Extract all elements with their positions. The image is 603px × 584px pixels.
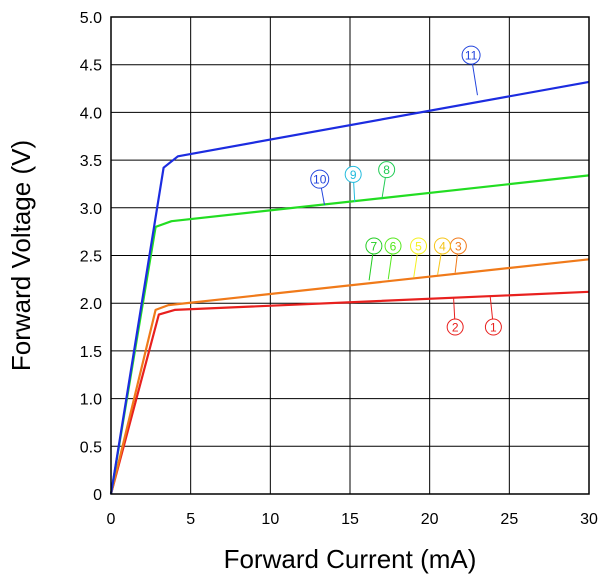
- y-tick-label: 2.5: [80, 249, 102, 266]
- annotation-label: 11: [465, 49, 478, 63]
- annotation-marker: [461, 45, 481, 65]
- y-tick-label: 2.0: [80, 296, 102, 313]
- annotation-marker: [410, 237, 428, 255]
- annotation-label: 2: [452, 321, 459, 335]
- x-tick-labels: 0 5 10 15 20 25 30: [107, 511, 598, 528]
- y-axis-title: Forward Voltage (V): [6, 140, 36, 371]
- annotation-leader: [453, 297, 456, 320]
- chart-grid: [110, 16, 590, 495]
- annotation-leader: [353, 182, 356, 203]
- annotation-leader: [381, 177, 386, 200]
- y-tick-label: 0: [93, 487, 102, 504]
- annotation-label: 4: [439, 239, 446, 253]
- x-tick-label: 20: [421, 511, 439, 528]
- annotation-label: 9: [350, 168, 357, 182]
- annotation-leader: [437, 253, 442, 275]
- series-lines: [109, 80, 590, 495]
- annotation-leader: [368, 253, 374, 281]
- annotation-leader: [472, 63, 478, 96]
- annotation-leader: [489, 296, 494, 320]
- annotation-label: 5: [415, 239, 422, 253]
- annotation-leader: [387, 253, 393, 280]
- x-tick-label: 10: [261, 511, 279, 528]
- annotation-label: 6: [390, 239, 397, 253]
- y-tick-label: 4.5: [80, 58, 102, 75]
- x-tick-label: 30: [580, 511, 598, 528]
- y-tick-label: 5.0: [80, 10, 102, 27]
- annotation-label: 1: [490, 321, 497, 335]
- annotation-marker: [344, 165, 362, 183]
- y-tick-label: 3.0: [80, 201, 102, 218]
- annotation-label: 3: [455, 239, 462, 253]
- annotation-marker: [365, 237, 383, 255]
- x-axis-title: Forward Current (mA): [224, 544, 477, 574]
- annotation-leader: [320, 187, 325, 206]
- annotation-marker: [484, 318, 502, 336]
- y-tick-label: 1.0: [80, 392, 102, 409]
- x-tick-label: 5: [186, 511, 195, 528]
- y-tick-label: 1.5: [80, 344, 102, 361]
- x-tick-label: 0: [107, 511, 116, 528]
- y-tick-label: 4.0: [80, 105, 102, 122]
- curve-annotations: 1 2 34 5 67 8 9 10 11: [310, 45, 502, 336]
- annotation-marker: [384, 237, 402, 255]
- annotation-marker: [378, 161, 396, 179]
- y-tick-label: 0.5: [80, 439, 102, 456]
- series-line: [109, 290, 590, 495]
- series-line: [109, 80, 590, 495]
- annotation-marker: [310, 169, 330, 189]
- annotation-marker: [433, 237, 451, 255]
- annotation-marker: [446, 318, 464, 336]
- plot-frame: [110, 16, 590, 495]
- x-tick-label: 25: [500, 511, 518, 528]
- x-tick-label: 15: [341, 511, 359, 528]
- y-tick-label: 3.5: [80, 153, 102, 170]
- y-tick-labels: 0 0.5 1.0 1.5 2.0 2.5 3.0 3.5 4.0 4.5 5.0: [80, 10, 102, 504]
- annotation-label: 10: [313, 173, 327, 187]
- annotation-leader: [454, 253, 458, 273]
- annotation-label: 8: [383, 163, 390, 177]
- annotation-label: 7: [371, 239, 378, 253]
- series-line: [109, 258, 590, 495]
- annotation-leader: [413, 253, 418, 278]
